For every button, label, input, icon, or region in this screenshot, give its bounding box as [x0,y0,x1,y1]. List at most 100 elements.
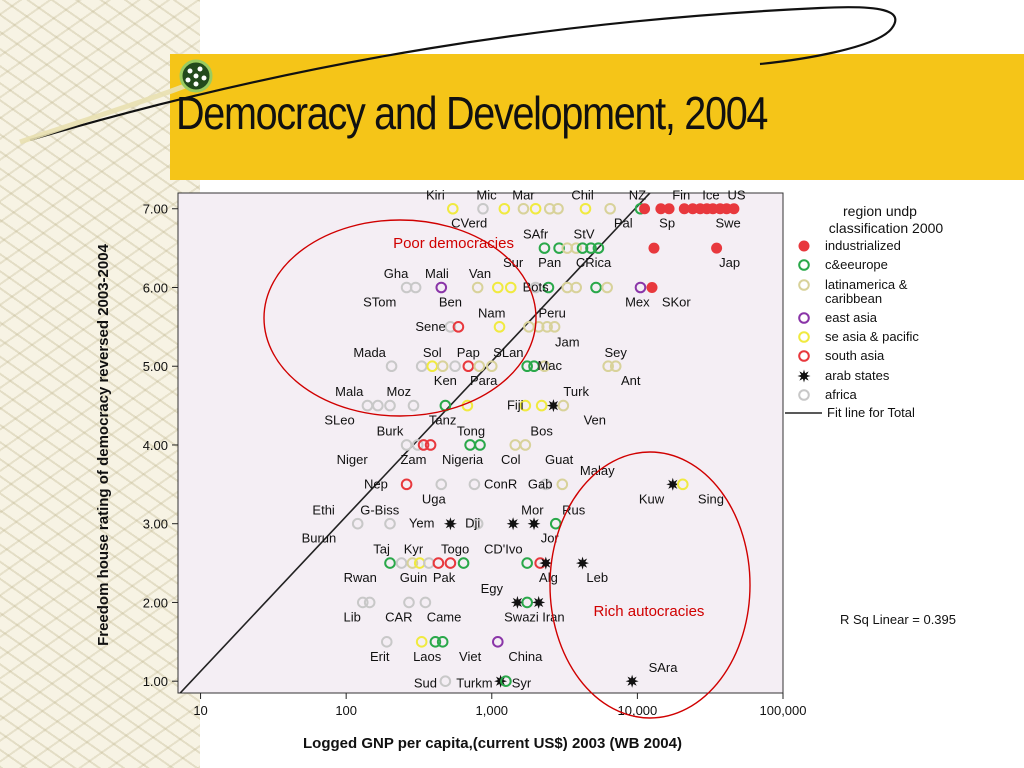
point-label: Fin [672,187,690,202]
x-tick-label: 1,000 [476,703,509,718]
point-label: Laos [413,649,442,664]
point-label: Rwan [344,570,377,585]
legend-label: caribbean [825,291,882,306]
data-point [395,557,408,569]
data-point [532,321,545,333]
data-point [493,321,506,333]
poor-democracies-ellipse [263,219,537,417]
data-point [400,439,413,451]
legend-marker [798,350,810,362]
data-point [436,360,449,373]
point-label: Ben [439,294,462,309]
data-point [424,439,437,451]
decorative-pattern-strip [0,0,200,768]
point-label: Sene [415,319,445,334]
data-point [592,242,605,254]
legend-label: east asia [825,310,878,325]
y-axis-title: Freedom house rating of democracy revers… [95,243,112,646]
point-label: Ven [584,413,606,428]
point-label: Guin [400,570,427,585]
point-label: Mor [521,502,544,517]
data-point [639,203,651,215]
data-point [532,595,546,609]
data-point [529,281,542,294]
data-point [521,360,533,373]
point-label: Pap [457,345,480,360]
data-point [439,675,452,687]
point-label: Yem [409,516,435,531]
slide-title: Democracy and Development, 2004 [176,87,768,139]
data-point [407,399,420,412]
rich-autocracies-label: Rich autocracies [594,603,705,620]
data-point [663,203,675,215]
data-point [711,242,723,254]
data-point [400,478,413,491]
data-point [529,202,542,215]
point-label: Nigeria [442,452,484,467]
point-label: Ken [434,373,457,388]
legend-label: industrialized [825,238,901,253]
y-tick-label: 7.00 [143,202,168,217]
data-point [519,399,532,412]
point-label: Mar [512,187,535,202]
data-point [380,636,393,648]
data-point [372,399,384,412]
point-label: ConR [484,476,517,491]
data-point [576,556,589,570]
data-point [527,517,541,531]
data-point [604,202,616,215]
point-label: CRica [576,255,612,270]
title-banner [170,54,1024,180]
point-label: Mic [476,187,497,202]
point-label: Jap [719,255,740,270]
legend-label: Fit line for Total [827,405,915,420]
point-label: Mex [625,294,650,309]
point-label: CAR [385,609,412,624]
data-point [409,281,422,294]
data-point [443,517,457,531]
data-point [609,360,622,373]
data-point [385,360,398,373]
point-label: Fiji [507,398,524,413]
data-point [406,557,419,569]
data-point [678,203,690,215]
data-point [602,360,614,373]
legend-label: africa [825,387,858,402]
point-label: Tong [457,424,485,439]
data-point [521,557,533,569]
point-label: NZ [629,187,646,202]
data-point [556,478,569,491]
data-point [471,281,484,294]
point-label: Guat [545,452,574,467]
rich-autocracies-ellipse [549,451,751,719]
data-point [356,596,369,609]
data-point [646,281,658,293]
data-point [570,242,583,254]
data-point [517,202,530,215]
point-label: Lib [344,609,361,624]
legend-marker [798,240,810,252]
point-label: Dji [465,516,480,531]
legend-marker [798,279,810,291]
point-label: Sud [414,676,437,691]
point-label: SLan [493,345,523,360]
data-point [415,636,428,648]
point-label: Taj [373,542,390,557]
point-label: Col [501,452,521,467]
data-point [541,321,553,333]
point-label: Rus [562,502,586,517]
point-label: Mac [537,358,562,373]
legend-label: c&eeurope [825,257,888,272]
data-point [535,399,548,412]
data-point [351,517,364,530]
point-label: Sp [659,216,675,231]
point-label: STom [363,294,396,309]
point-label: CD'Ivo [484,542,523,557]
data-point [432,557,445,569]
data-point [676,478,689,491]
data-point [576,242,589,254]
data-point [435,478,448,491]
point-label: Jam [555,335,580,350]
point-label: Alg [539,570,558,585]
y-tick-label: 3.00 [143,517,168,532]
